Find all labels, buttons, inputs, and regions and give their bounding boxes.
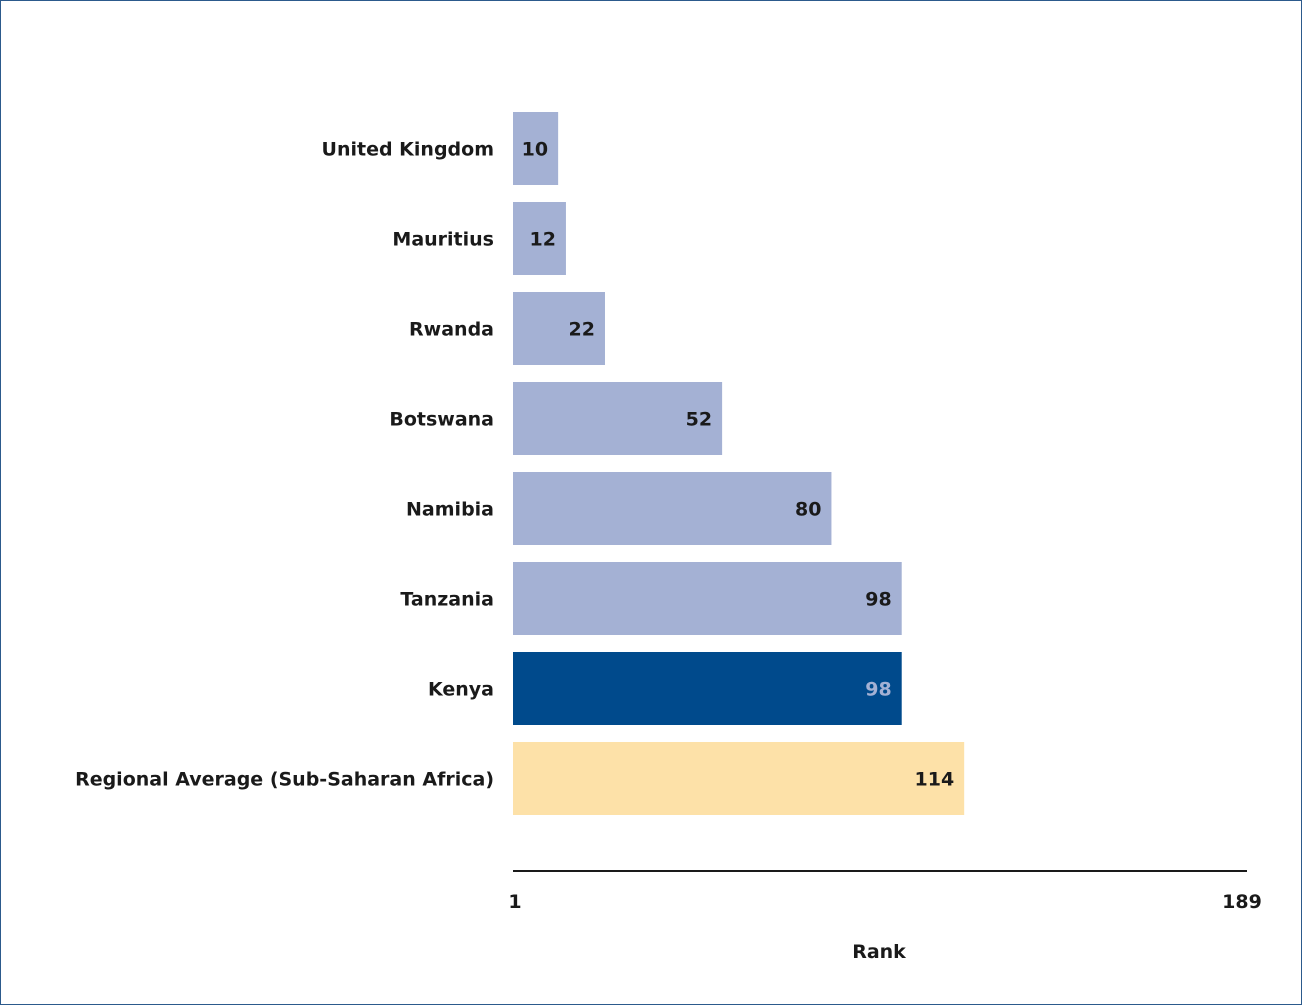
- bar-rwanda: [513, 292, 605, 365]
- value-label-united-kingdom: 10: [522, 139, 548, 161]
- category-label-namibia: Namibia: [406, 499, 494, 521]
- bar-tanzania: [513, 562, 902, 635]
- value-label-namibia: 80: [795, 499, 821, 521]
- category-label-mauritius: Mauritius: [392, 229, 494, 251]
- category-label-kenya: Kenya: [428, 679, 494, 701]
- value-label-botswana: 52: [686, 409, 712, 431]
- bar-united-kingdom: [513, 112, 559, 185]
- bar-mauritius: [513, 202, 566, 275]
- category-label-united-kingdom: United Kingdom: [322, 139, 494, 161]
- category-label-tanzania: Tanzania: [400, 589, 494, 611]
- category-label-regional-average-sub-saharan-africa: Regional Average (Sub-Saharan Africa): [75, 769, 494, 791]
- bar-kenya: [513, 652, 902, 725]
- value-label-tanzania: 98: [865, 589, 891, 611]
- value-label-regional-average-sub-saharan-africa: 114: [915, 769, 955, 791]
- value-label-rwanda: 22: [569, 319, 595, 341]
- bar-regional-average-sub-saharan-africa: [513, 742, 965, 815]
- x-tick-max-label: 189: [1222, 891, 1262, 913]
- bar-botswana: [513, 382, 723, 455]
- bars-layer: [513, 112, 965, 815]
- x-tick-min-label: 1: [508, 891, 521, 913]
- value-label-mauritius: 12: [529, 229, 555, 251]
- labels-layer: United Kingdom 10 Mauritius 12 Rwanda 22 Botsw…: [75, 139, 954, 791]
- category-label-botswana: Botswana: [389, 409, 494, 431]
- value-label-kenya: 98: [865, 679, 891, 701]
- category-label-rwanda: Rwanda: [409, 319, 494, 341]
- bar-namibia: [513, 472, 832, 545]
- x-axis-title: Rank: [852, 941, 906, 963]
